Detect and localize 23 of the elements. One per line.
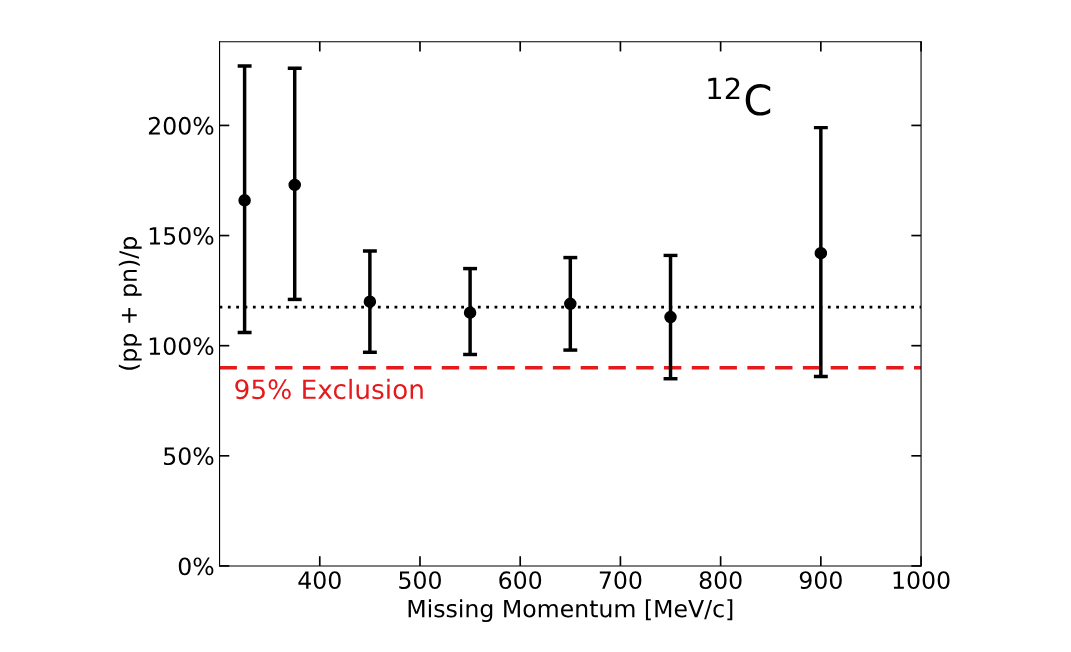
y-tick-label: 150% (149, 227, 214, 245)
point (564, 297, 577, 311)
y-tick-label: 200% (148, 116, 214, 135)
ref-line-label: 95% Exclusion (235, 378, 423, 400)
point (238, 194, 251, 207)
y-axis-title: (pp + pn)/p (118, 237, 142, 370)
x-tick-label: 500 (399, 571, 441, 590)
point (363, 295, 377, 308)
point (463, 306, 477, 319)
x-axis-title: Missing Momentum [MeV/c] (408, 599, 733, 623)
x-tick-label: 900 (799, 571, 842, 590)
y-tick-label: 0% (178, 557, 214, 576)
x-tick-label: 700 (599, 571, 642, 590)
point (814, 246, 828, 260)
annotation: $^{12}$C (708, 77, 771, 116)
point (664, 310, 677, 324)
y-tick-label: 50% (164, 447, 214, 466)
y-tick-label: 100% (149, 337, 214, 355)
x-tick-label: 800 (699, 571, 742, 590)
x-tick-label: 1000 (893, 571, 950, 590)
x-tick-label: 600 (499, 571, 542, 590)
x-tick-label: 400 (298, 571, 341, 590)
point (288, 178, 301, 192)
